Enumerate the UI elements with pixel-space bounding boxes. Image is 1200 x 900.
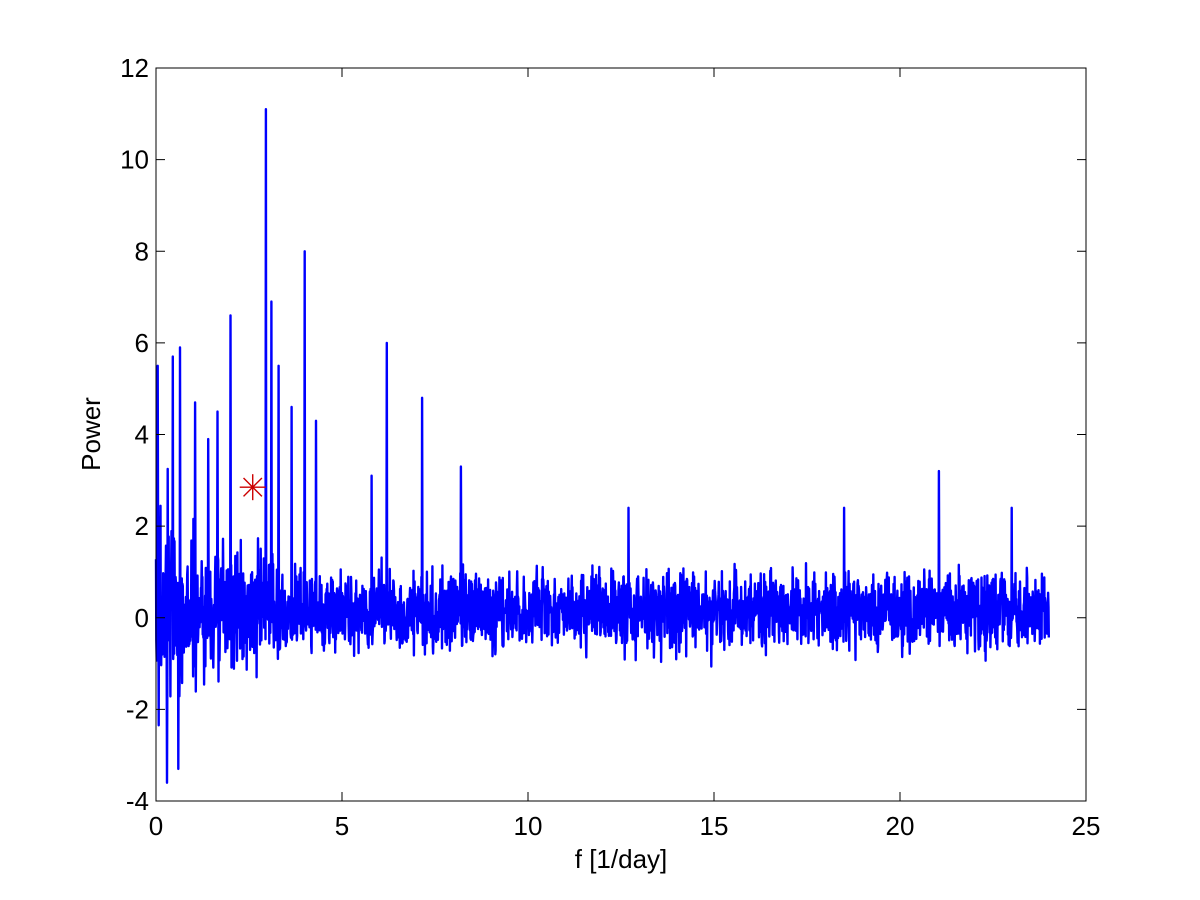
x-tick-label: 5 <box>335 811 349 841</box>
y-tick-label: 4 <box>135 420 149 450</box>
y-tick-label: 2 <box>135 511 149 541</box>
tick-layer: 0 5 10 15 20 25 -4 -2 0 2 4 6 8 10 12 <box>120 53 1100 841</box>
y-tick-label: 10 <box>120 145 149 175</box>
y-tick-label: -2 <box>126 694 149 724</box>
y-tick-label: 12 <box>120 53 149 83</box>
x-tick-label: 15 <box>700 811 729 841</box>
y-axis-label: Power <box>76 397 106 471</box>
y-tick-label: -4 <box>126 786 149 816</box>
marker-layer <box>239 474 266 501</box>
x-tick-label: 10 <box>514 811 543 841</box>
y-tick-label: 6 <box>135 328 149 358</box>
y-tick-label: 0 <box>135 603 149 633</box>
series-line <box>154 108 1050 784</box>
plot-background <box>156 68 1086 801</box>
x-tick-label: 20 <box>886 811 915 841</box>
x-tick-label: 25 <box>1072 811 1101 841</box>
y-tick-label: 8 <box>135 236 149 266</box>
x-tick-label: 0 <box>149 811 163 841</box>
series-layer <box>154 108 1050 784</box>
highlight-marker <box>239 474 266 501</box>
x-axis-label: f [1/day] <box>575 844 668 874</box>
